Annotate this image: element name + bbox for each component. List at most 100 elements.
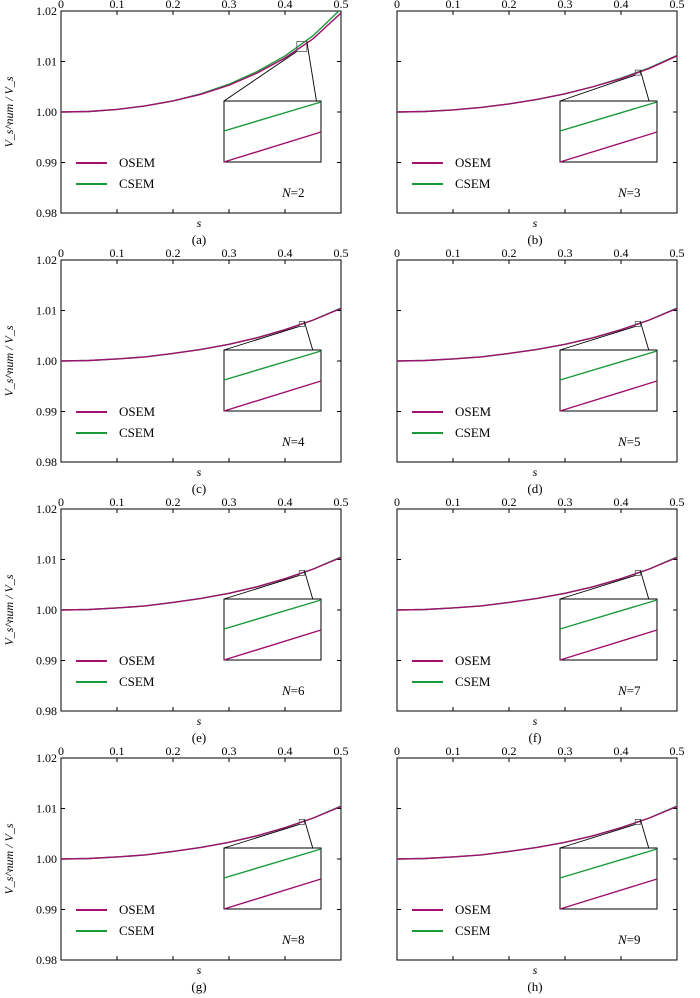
n-annotation: N=3 — [617, 185, 641, 200]
x-tick-label: 0.3 — [558, 495, 573, 509]
legend-label-osem: OSEM — [119, 155, 156, 170]
n-symbol: N — [281, 932, 292, 947]
y-tick-label: 0.99 — [36, 405, 57, 419]
legend-label-csem: CSEM — [119, 176, 155, 191]
y-axis-label: V_s^num / V_s — [2, 574, 16, 645]
n-symbol: N — [617, 932, 628, 947]
n-value: 6 — [298, 683, 305, 698]
y-tick-label: 1.01 — [36, 553, 57, 567]
n-equals: = — [627, 932, 634, 947]
n-symbol: N — [617, 434, 628, 449]
x-axis-label: s — [533, 714, 538, 728]
n-value: 3 — [634, 185, 641, 200]
inset-line-osem — [559, 380, 658, 412]
inset-line-csem — [559, 101, 658, 132]
y-tick-label: 1.02 — [36, 502, 57, 516]
series-group — [61, 556, 341, 611]
x-tick-label: 0.4 — [278, 495, 293, 509]
y-tick-label: 1.01 — [36, 802, 57, 816]
n-annotation: N=4 — [281, 434, 305, 449]
zoom-region — [298, 321, 305, 327]
n-value: 9 — [634, 932, 641, 947]
x-tick-label: 0.4 — [614, 0, 629, 11]
y-tick-label: 1.00 — [36, 105, 57, 119]
x-axis-label: s — [197, 963, 202, 977]
y-tick-label: 0.98 — [36, 704, 57, 718]
n-annotation: N=8 — [281, 932, 305, 947]
x-tick-label: 0.3 — [558, 744, 573, 758]
inset-box — [559, 598, 658, 661]
y-tick-label: 0.98 — [36, 455, 57, 469]
inset-line-osem — [223, 629, 322, 661]
series-line-osem — [397, 307, 677, 362]
x-tick-label: 0.5 — [670, 246, 685, 260]
zoom-connector — [223, 51, 298, 102]
legend-label-osem: OSEM — [455, 653, 492, 668]
n-equals: = — [291, 683, 298, 698]
y-axis-label: V_s^num / V_s — [2, 823, 16, 894]
chart-panel: 0 0.1 0.2 0.3 0.4 0.5 0.98 0.99 1.00 1.01 1.02 V_s^… — [2, 495, 349, 745]
inset-box — [223, 100, 322, 163]
x-axis-label: s — [533, 963, 538, 977]
x-axis-label: s — [197, 216, 202, 230]
x-tick-label: 0.3 — [222, 744, 237, 758]
n-symbol: N — [617, 683, 628, 698]
x-tick-label: 0.5 — [670, 0, 685, 11]
n-value: 8 — [298, 932, 305, 947]
panel-caption: (f) — [529, 730, 542, 745]
inset-line-csem — [559, 599, 658, 630]
x-tick-label: 0.3 — [558, 0, 573, 11]
panel-caption: (h) — [527, 979, 542, 994]
series-line-osem — [61, 307, 341, 362]
n-annotation: N=2 — [281, 185, 305, 200]
zoom-connector — [223, 575, 300, 600]
y-axis-label: V_s^num / V_s — [2, 325, 16, 396]
n-equals: = — [291, 185, 298, 200]
panel-caption: (b) — [527, 232, 542, 247]
x-tick-label: 0.3 — [222, 495, 237, 509]
x-tick-label: 0.2 — [502, 246, 517, 260]
legend-label-csem: CSEM — [119, 923, 155, 938]
series-group — [397, 54, 677, 113]
x-tick-label: 0.5 — [670, 495, 685, 509]
x-tick-label: 0.1 — [110, 0, 125, 11]
series-group — [397, 805, 677, 860]
x-tick-label: 0.2 — [502, 495, 517, 509]
x-tick-label: 0.5 — [334, 246, 349, 260]
x-tick-label: 0.1 — [110, 246, 125, 260]
y-tick-label: 0.99 — [36, 654, 57, 668]
inset-box — [559, 100, 658, 163]
inset-line-osem — [223, 380, 322, 412]
x-tick-label: 0.5 — [334, 0, 349, 11]
legend-label-osem: OSEM — [119, 404, 156, 419]
x-tick-label: 0.1 — [110, 495, 125, 509]
n-equals: = — [627, 434, 634, 449]
zoom-region — [634, 69, 641, 76]
panel-caption: (c) — [192, 481, 206, 496]
y-tick-label: 1.02 — [36, 751, 57, 765]
series-line-osem — [397, 805, 677, 860]
x-tick-label: 0 — [394, 246, 400, 260]
n-annotation: N=7 — [617, 683, 641, 698]
legend-label-csem: CSEM — [455, 176, 491, 191]
x-tick-label: 0 — [58, 495, 64, 509]
x-tick-label: 0.2 — [166, 0, 181, 11]
series-line-osem — [397, 556, 677, 611]
series-line-osem — [61, 12, 341, 113]
x-tick-label: 0.5 — [334, 744, 349, 758]
series-group — [61, 805, 341, 860]
x-tick-label: 0.5 — [670, 744, 685, 758]
x-tick-label: 0 — [58, 0, 64, 11]
zoom-connector — [559, 74, 636, 102]
legend-label-osem: OSEM — [455, 902, 492, 917]
series-group — [61, 11, 341, 113]
x-tick-label: 0.4 — [278, 246, 293, 260]
x-tick-label: 0 — [58, 744, 64, 758]
y-tick-label: 1.00 — [36, 852, 57, 866]
n-annotation: N=5 — [617, 434, 641, 449]
x-tick-label: 0.1 — [446, 0, 461, 11]
x-tick-label: 0.3 — [222, 246, 237, 260]
inset-box — [223, 349, 322, 412]
zoom-connector — [559, 326, 636, 351]
